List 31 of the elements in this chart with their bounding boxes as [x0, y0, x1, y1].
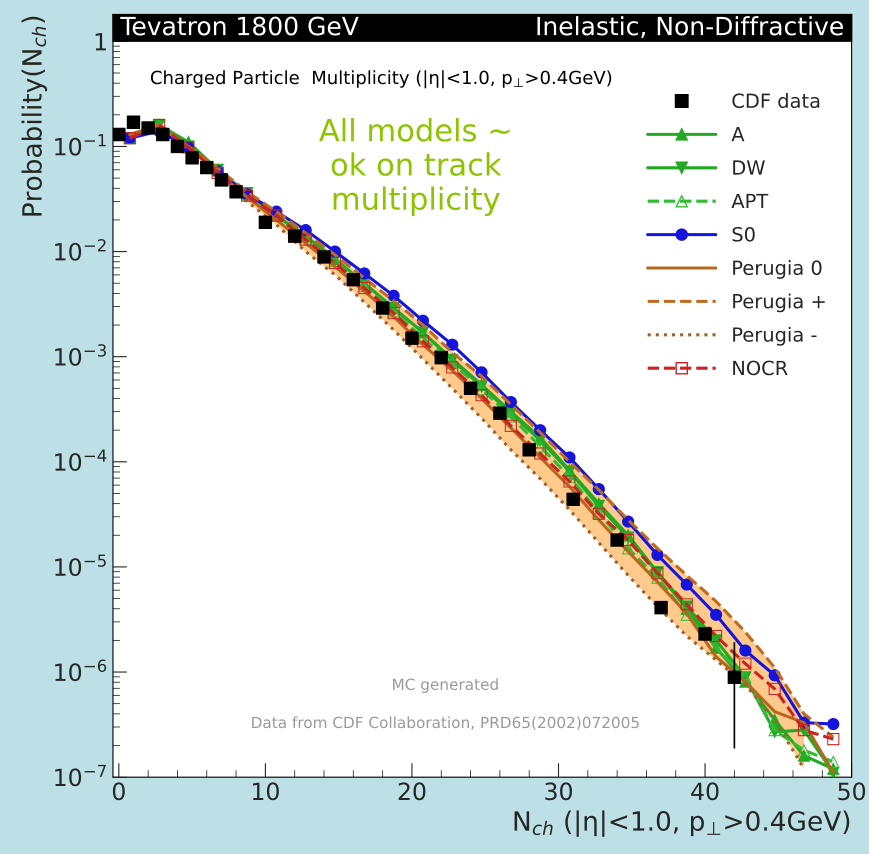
legend-label: DW — [733, 160, 765, 175]
legend-label: Perugia 0 — [733, 260, 822, 279]
y-tick-label: 10$^{−5}$ — [55, 554, 106, 576]
annotation: Data from CDF Collaboration, PRD65(2002)072005 — [252, 716, 639, 730]
legend-label: Perugia - — [733, 326, 817, 346]
y-tick-label: 10$^{−7}$ — [55, 764, 106, 786]
x-tick-label: 30 — [545, 782, 572, 800]
legend-label: CDF data — [732, 93, 820, 108]
y-axis-title: Probability(N$_{ch}$) — [21, 16, 48, 216]
x-tick-label: 20 — [398, 782, 426, 800]
x-tick-label: 10 — [252, 782, 279, 800]
legend-label: A — [731, 127, 744, 142]
y-tick-label: 10$^{−6}$ — [55, 660, 106, 682]
y-tick-label: 10$^{−2}$ — [55, 239, 106, 261]
legend-label: Perugia + — [733, 293, 825, 312]
y-tick-label: 10$^{−4}$ — [55, 450, 106, 471]
chart-title: Tevatron 1800 GeV — [120, 16, 359, 36]
legend-label: NOCR — [733, 360, 788, 376]
y-tick-label: 1 — [96, 33, 106, 50]
x-tick-label: 0 — [112, 782, 125, 800]
y-tick-label: 10$^{−3}$ — [55, 344, 106, 366]
legend-label: APT — [731, 194, 768, 208]
legend-label: S0 — [732, 226, 755, 242]
chart-subtitle: Inelastic, Non-Diffractive — [537, 16, 843, 38]
x-tick-label: 50 — [838, 782, 866, 800]
y-tick-label: 10$^{−1}$ — [55, 134, 106, 156]
x-tick-label: 40 — [691, 782, 719, 800]
annotation: All models ~ ok on track multiplicity — [319, 118, 510, 216]
annotation: MC generated — [393, 678, 498, 694]
x-axis-title: N$_{ch}$ (|η|<1.0, p$_{⊥}$>0.4GeV) — [514, 810, 850, 837]
annotation: Charged Particle Multiplicity (|η|<1.0, p$_{⊥}$>0.4GeV) — [150, 70, 612, 88]
